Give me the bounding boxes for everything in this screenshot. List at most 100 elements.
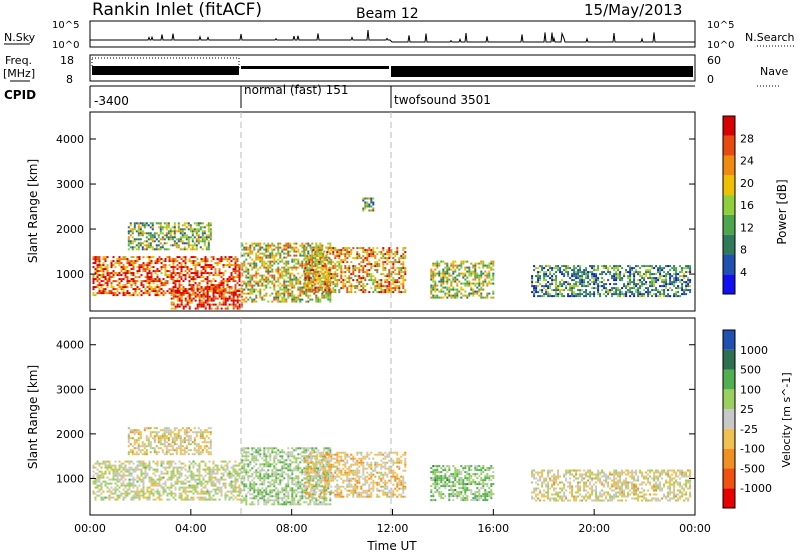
data-cell [202, 468, 205, 471]
data-cell [198, 476, 201, 479]
data-cell [167, 224, 170, 227]
data-cell [144, 292, 147, 295]
data-cell [238, 462, 241, 465]
data-cell [232, 264, 235, 267]
data-cell [152, 266, 155, 269]
data-cell [148, 486, 151, 489]
data-cell [432, 262, 435, 265]
data-cell [388, 249, 391, 252]
data-cell [220, 478, 223, 481]
data-cell [122, 492, 125, 495]
data-cell [615, 293, 618, 296]
data-cell [285, 300, 288, 303]
data-cell [180, 480, 183, 483]
data-cell [378, 259, 381, 262]
data-cell [131, 437, 134, 440]
data-cell [214, 268, 217, 271]
data-cell [167, 431, 170, 434]
data-cell [96, 256, 99, 259]
data-cell [199, 228, 202, 231]
data-cell [289, 282, 292, 285]
data-cell [635, 283, 638, 286]
data-cell [327, 296, 330, 299]
data-cell [462, 282, 465, 285]
data-cell [273, 278, 276, 281]
data-cell [226, 474, 229, 477]
data-cell [92, 292, 95, 295]
data-cell [190, 496, 193, 499]
data-cell [541, 269, 544, 272]
data-cell [126, 266, 129, 269]
data-cell [559, 271, 562, 274]
data-cell [593, 265, 596, 268]
data-cell [122, 498, 125, 501]
data-cell [132, 292, 135, 295]
data-cell [685, 293, 688, 296]
data-cell [188, 270, 191, 273]
data-cell [98, 490, 101, 493]
data-cell [98, 462, 101, 465]
data-cell [593, 291, 596, 294]
data-cell [150, 256, 153, 259]
data-cell [112, 288, 115, 291]
data-cell [134, 478, 137, 481]
data-cell [315, 280, 318, 283]
data-cell [122, 256, 125, 259]
data-cell [188, 480, 191, 483]
data-cell [462, 288, 465, 291]
data-cell [198, 472, 201, 475]
data-cell [208, 466, 211, 469]
data-cell [665, 273, 668, 276]
data-cell [362, 289, 365, 292]
data-cell [182, 466, 185, 469]
data-cell [271, 242, 274, 245]
data-cell [673, 293, 676, 296]
data-cell [549, 277, 552, 280]
data-cell [168, 488, 171, 491]
data-cell [386, 281, 389, 284]
data-cell [378, 265, 381, 268]
data-cell [374, 255, 377, 258]
data-cell [180, 474, 183, 477]
data-cell [378, 283, 381, 286]
data-cell [203, 242, 206, 245]
data-cell [659, 265, 662, 268]
data-cell [148, 498, 151, 501]
data-cell [140, 274, 143, 277]
data-cell [190, 297, 193, 300]
data-cell [148, 468, 151, 471]
data-cell [309, 254, 312, 257]
data-cell [180, 468, 183, 471]
data-cell [450, 264, 453, 267]
data-cell [158, 480, 161, 483]
data-cell [591, 293, 594, 296]
cpid-segment-2: twofsound 3501 [394, 93, 491, 107]
data-cell [490, 260, 493, 263]
data-cell [172, 474, 175, 477]
data-cell [234, 299, 237, 302]
data-cell [310, 279, 313, 282]
data-cell [259, 258, 262, 261]
data-cell [157, 236, 160, 239]
data-cell [462, 294, 465, 297]
data-cell [116, 290, 119, 293]
data-cell [137, 230, 140, 233]
data-cell [243, 282, 246, 285]
data-cell [338, 265, 341, 268]
data-cell [232, 258, 235, 261]
data-cell [126, 258, 129, 261]
data-cell [161, 246, 164, 249]
data-cell [96, 474, 99, 477]
data-cell [551, 279, 554, 282]
data-cell [192, 486, 195, 489]
data-cell [159, 429, 162, 432]
data-cell [364, 291, 367, 294]
data-cell [398, 277, 401, 280]
data-cell [599, 285, 602, 288]
data-cell [257, 258, 260, 261]
data-cell [238, 468, 241, 471]
y-tick-label: 2000 [56, 223, 84, 236]
data-cell [448, 292, 451, 295]
data-cell [234, 266, 237, 269]
